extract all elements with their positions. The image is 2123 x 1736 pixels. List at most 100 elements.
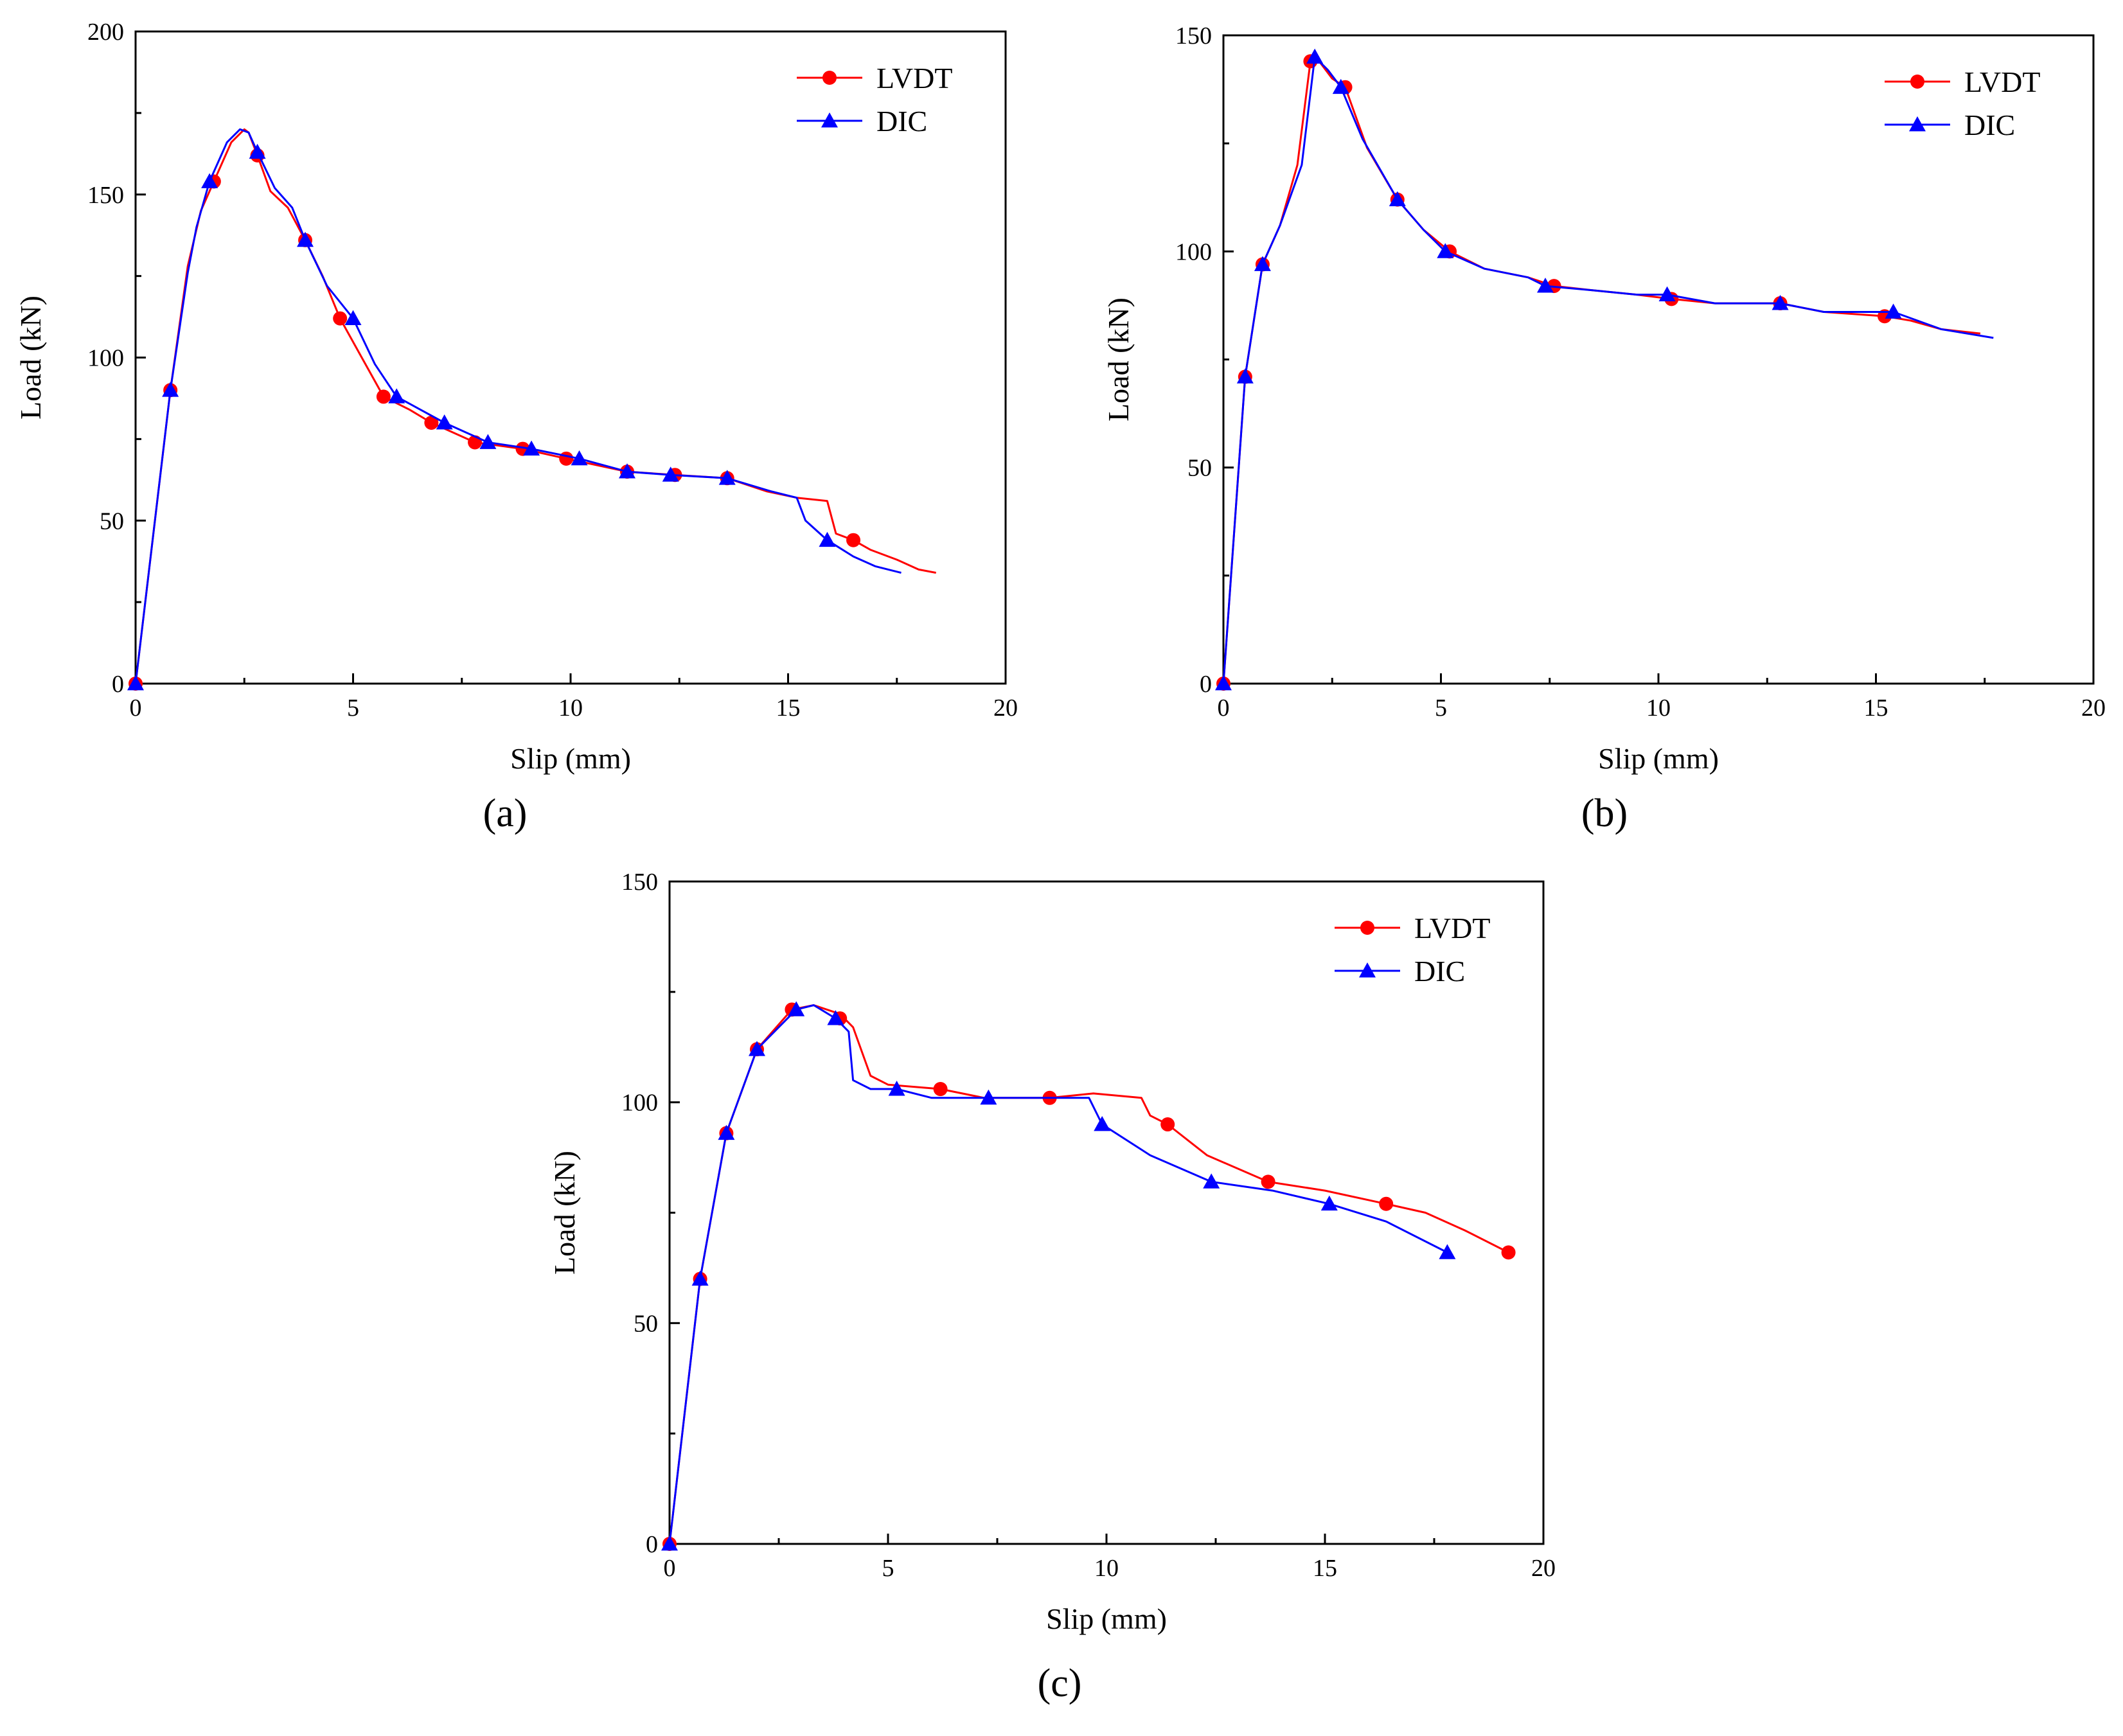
data-point-dic — [571, 450, 588, 466]
x-tick-label: 15 — [1313, 1555, 1337, 1582]
data-point-lvdt — [1261, 1174, 1275, 1189]
data-point-lvdt — [1160, 1117, 1175, 1132]
y-axis-title: Load (kN) — [1102, 297, 1135, 421]
legend-marker-lvdt — [822, 71, 837, 85]
y-tick-label: 100 — [1175, 238, 1212, 265]
y-tick-label: 50 — [634, 1310, 658, 1337]
legend-label-lvdt: LVDT — [876, 62, 952, 94]
data-point-dic — [827, 1010, 844, 1025]
x-tick-label: 10 — [1646, 695, 1671, 722]
y-tick-label: 50 — [1187, 455, 1212, 482]
data-point-dic — [297, 231, 314, 247]
x-axis-title: Slip (mm) — [1598, 742, 1719, 775]
data-point-dic — [1389, 191, 1406, 207]
data-point-dic — [1236, 368, 1254, 384]
series-line-dic — [134, 128, 902, 684]
data-point-dic — [1885, 303, 1902, 319]
data-point-dic — [201, 173, 218, 188]
data-point-dic — [1332, 78, 1349, 94]
y-tick-label: 150 — [621, 869, 658, 896]
data-point-dic — [388, 388, 405, 403]
data-point-dic — [1320, 1195, 1338, 1211]
chart-panel-c: 0 5 10 15 20 0 50 100 150 Slip (mm) Load (kN) LVDT D… — [548, 869, 1556, 1705]
plot-frame — [1222, 34, 2095, 685]
x-tick-label: 0 — [130, 695, 142, 722]
data-point-dic — [662, 466, 679, 482]
data-point-lvdt — [424, 416, 439, 430]
x-tick-label: 0 — [664, 1555, 676, 1582]
x-axis-title: Slip (mm) — [1046, 1602, 1167, 1635]
data-point-lvdt — [333, 311, 348, 326]
y-tick-label: 200 — [87, 19, 124, 46]
data-point-dic — [1772, 295, 1789, 310]
data-point-dic — [819, 531, 836, 547]
panel-label-b: (b) — [1581, 792, 1628, 835]
data-point-lvdt — [846, 533, 861, 547]
chart-panel-b: 0 5 10 15 20 0 50 100 150 Slip (mm) Load (kN) LVDT D… — [1102, 22, 2106, 835]
data-point-dic — [1439, 1244, 1456, 1259]
data-point-dic — [479, 434, 497, 449]
data-point-dic — [344, 310, 362, 325]
data-point-dic — [691, 1270, 709, 1286]
data-point-dic — [980, 1089, 997, 1105]
data-point-dic — [661, 1536, 678, 1551]
plot-frame — [134, 30, 1007, 685]
data-point-dic — [888, 1081, 905, 1096]
series-line-lvdt — [1222, 60, 1981, 684]
data-point-dic — [162, 382, 179, 397]
legend-marker-dic — [1359, 962, 1376, 978]
y-tick-label: 50 — [100, 508, 124, 535]
data-point-dic — [1254, 256, 1271, 271]
legend-label-dic: DIC — [1414, 955, 1465, 988]
data-point-dic — [718, 1124, 735, 1140]
legend-label-lvdt: LVDT — [1414, 912, 1490, 944]
data-point-lvdt — [933, 1082, 948, 1097]
y-tick-label: 100 — [87, 345, 124, 372]
data-point-dic — [1203, 1173, 1220, 1189]
legend-label-dic: DIC — [1964, 109, 2015, 141]
data-point-lvdt — [1501, 1245, 1516, 1260]
legend-label-dic: DIC — [876, 105, 927, 137]
x-tick-label: 15 — [1864, 695, 1888, 722]
data-point-dic — [523, 440, 540, 456]
x-tick-label: 0 — [1218, 695, 1230, 722]
x-tick-label: 20 — [2081, 695, 2106, 722]
x-tick-label: 5 — [882, 1555, 894, 1582]
panel-label-c: (c) — [1038, 1661, 1082, 1705]
y-axis-title: Load (kN) — [548, 1151, 581, 1275]
series-line-dic — [668, 1004, 1448, 1545]
data-point-lvdt — [559, 451, 574, 466]
legend-marker-dic — [1909, 116, 1926, 132]
data-point-lvdt — [376, 389, 391, 404]
x-tick-label: 10 — [1094, 1555, 1119, 1582]
data-point-dic — [749, 1041, 765, 1056]
y-tick-label: 0 — [646, 1531, 658, 1558]
x-tick-label: 10 — [558, 695, 583, 722]
y-axis-title: Load (kN) — [14, 296, 47, 420]
data-point-dic — [1536, 278, 1554, 293]
x-tick-label: 5 — [347, 695, 359, 722]
series-line-dic — [1222, 56, 1994, 684]
data-point-dic — [1658, 286, 1676, 301]
x-tick-label: 15 — [776, 695, 801, 722]
data-point-lvdt — [1379, 1196, 1394, 1211]
legend-marker-dic — [821, 112, 838, 128]
x-axis-title: Slip (mm) — [510, 742, 631, 775]
y-tick-label: 150 — [87, 182, 124, 209]
y-tick-label: 150 — [1175, 22, 1212, 49]
plot-frame — [668, 880, 1545, 1545]
x-tick-label: 5 — [1435, 695, 1447, 722]
data-point-dic — [1306, 48, 1324, 64]
legend-label-lvdt: LVDT — [1964, 66, 2040, 98]
series-line-lvdt — [668, 1004, 1509, 1545]
data-point-dic — [127, 675, 144, 691]
series-line-lvdt — [134, 128, 936, 684]
x-tick-label: 20 — [993, 695, 1018, 722]
data-point-dic — [1215, 675, 1232, 691]
y-tick-label: 0 — [112, 671, 124, 698]
y-tick-label: 100 — [621, 1090, 658, 1117]
x-tick-label: 20 — [1531, 1555, 1556, 1582]
legend-marker-lvdt — [1360, 921, 1374, 935]
